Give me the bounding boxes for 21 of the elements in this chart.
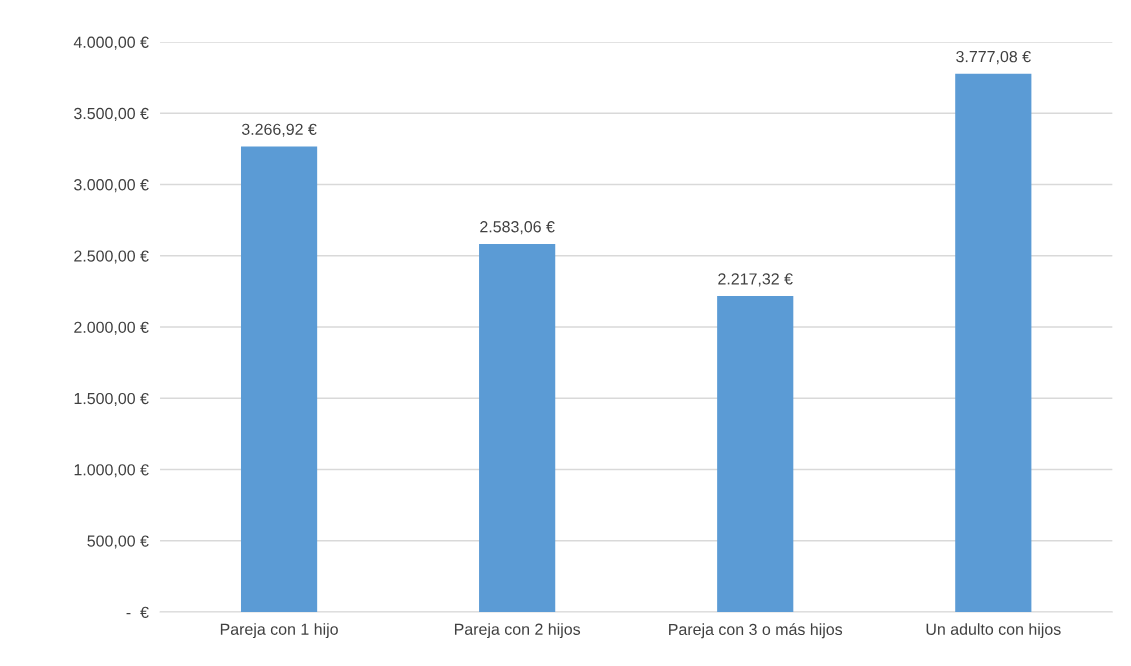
bar (717, 296, 794, 613)
data-label: 2.583,06 € (480, 221, 555, 235)
bar (240, 146, 318, 613)
x-tick-label: Un adulto con hijos (926, 623, 1061, 639)
bar (955, 73, 1032, 613)
y-tick-label: 1.000,00 € (74, 464, 149, 478)
data-label: 2.217,32 € (718, 273, 793, 287)
y-tick-label: 1.500,00 € (74, 392, 149, 407)
data-label: 3.266,92 € (241, 123, 317, 137)
y-tick-label: - € (126, 606, 149, 618)
x-tick-label: Pareja con 3 o más hijos (669, 623, 843, 639)
y-tick-label: 500,00 € (87, 535, 149, 549)
y-tick-label: 3.500,00 € (74, 107, 149, 122)
x-tick-label: Pareja con 2 hijos (454, 623, 581, 639)
y-tick-label: 4.000,00 € (73, 36, 149, 50)
bar (479, 243, 556, 613)
y-tick-label: 2.500,00 € (74, 250, 149, 264)
data-label: 3.777,08 € (956, 50, 1031, 65)
y-tick-label: 2.000,00 € (74, 321, 149, 335)
y-tick-label: 3.000,00 € (74, 179, 149, 193)
x-tick-label: Pareja con 1 hijo (220, 623, 338, 639)
